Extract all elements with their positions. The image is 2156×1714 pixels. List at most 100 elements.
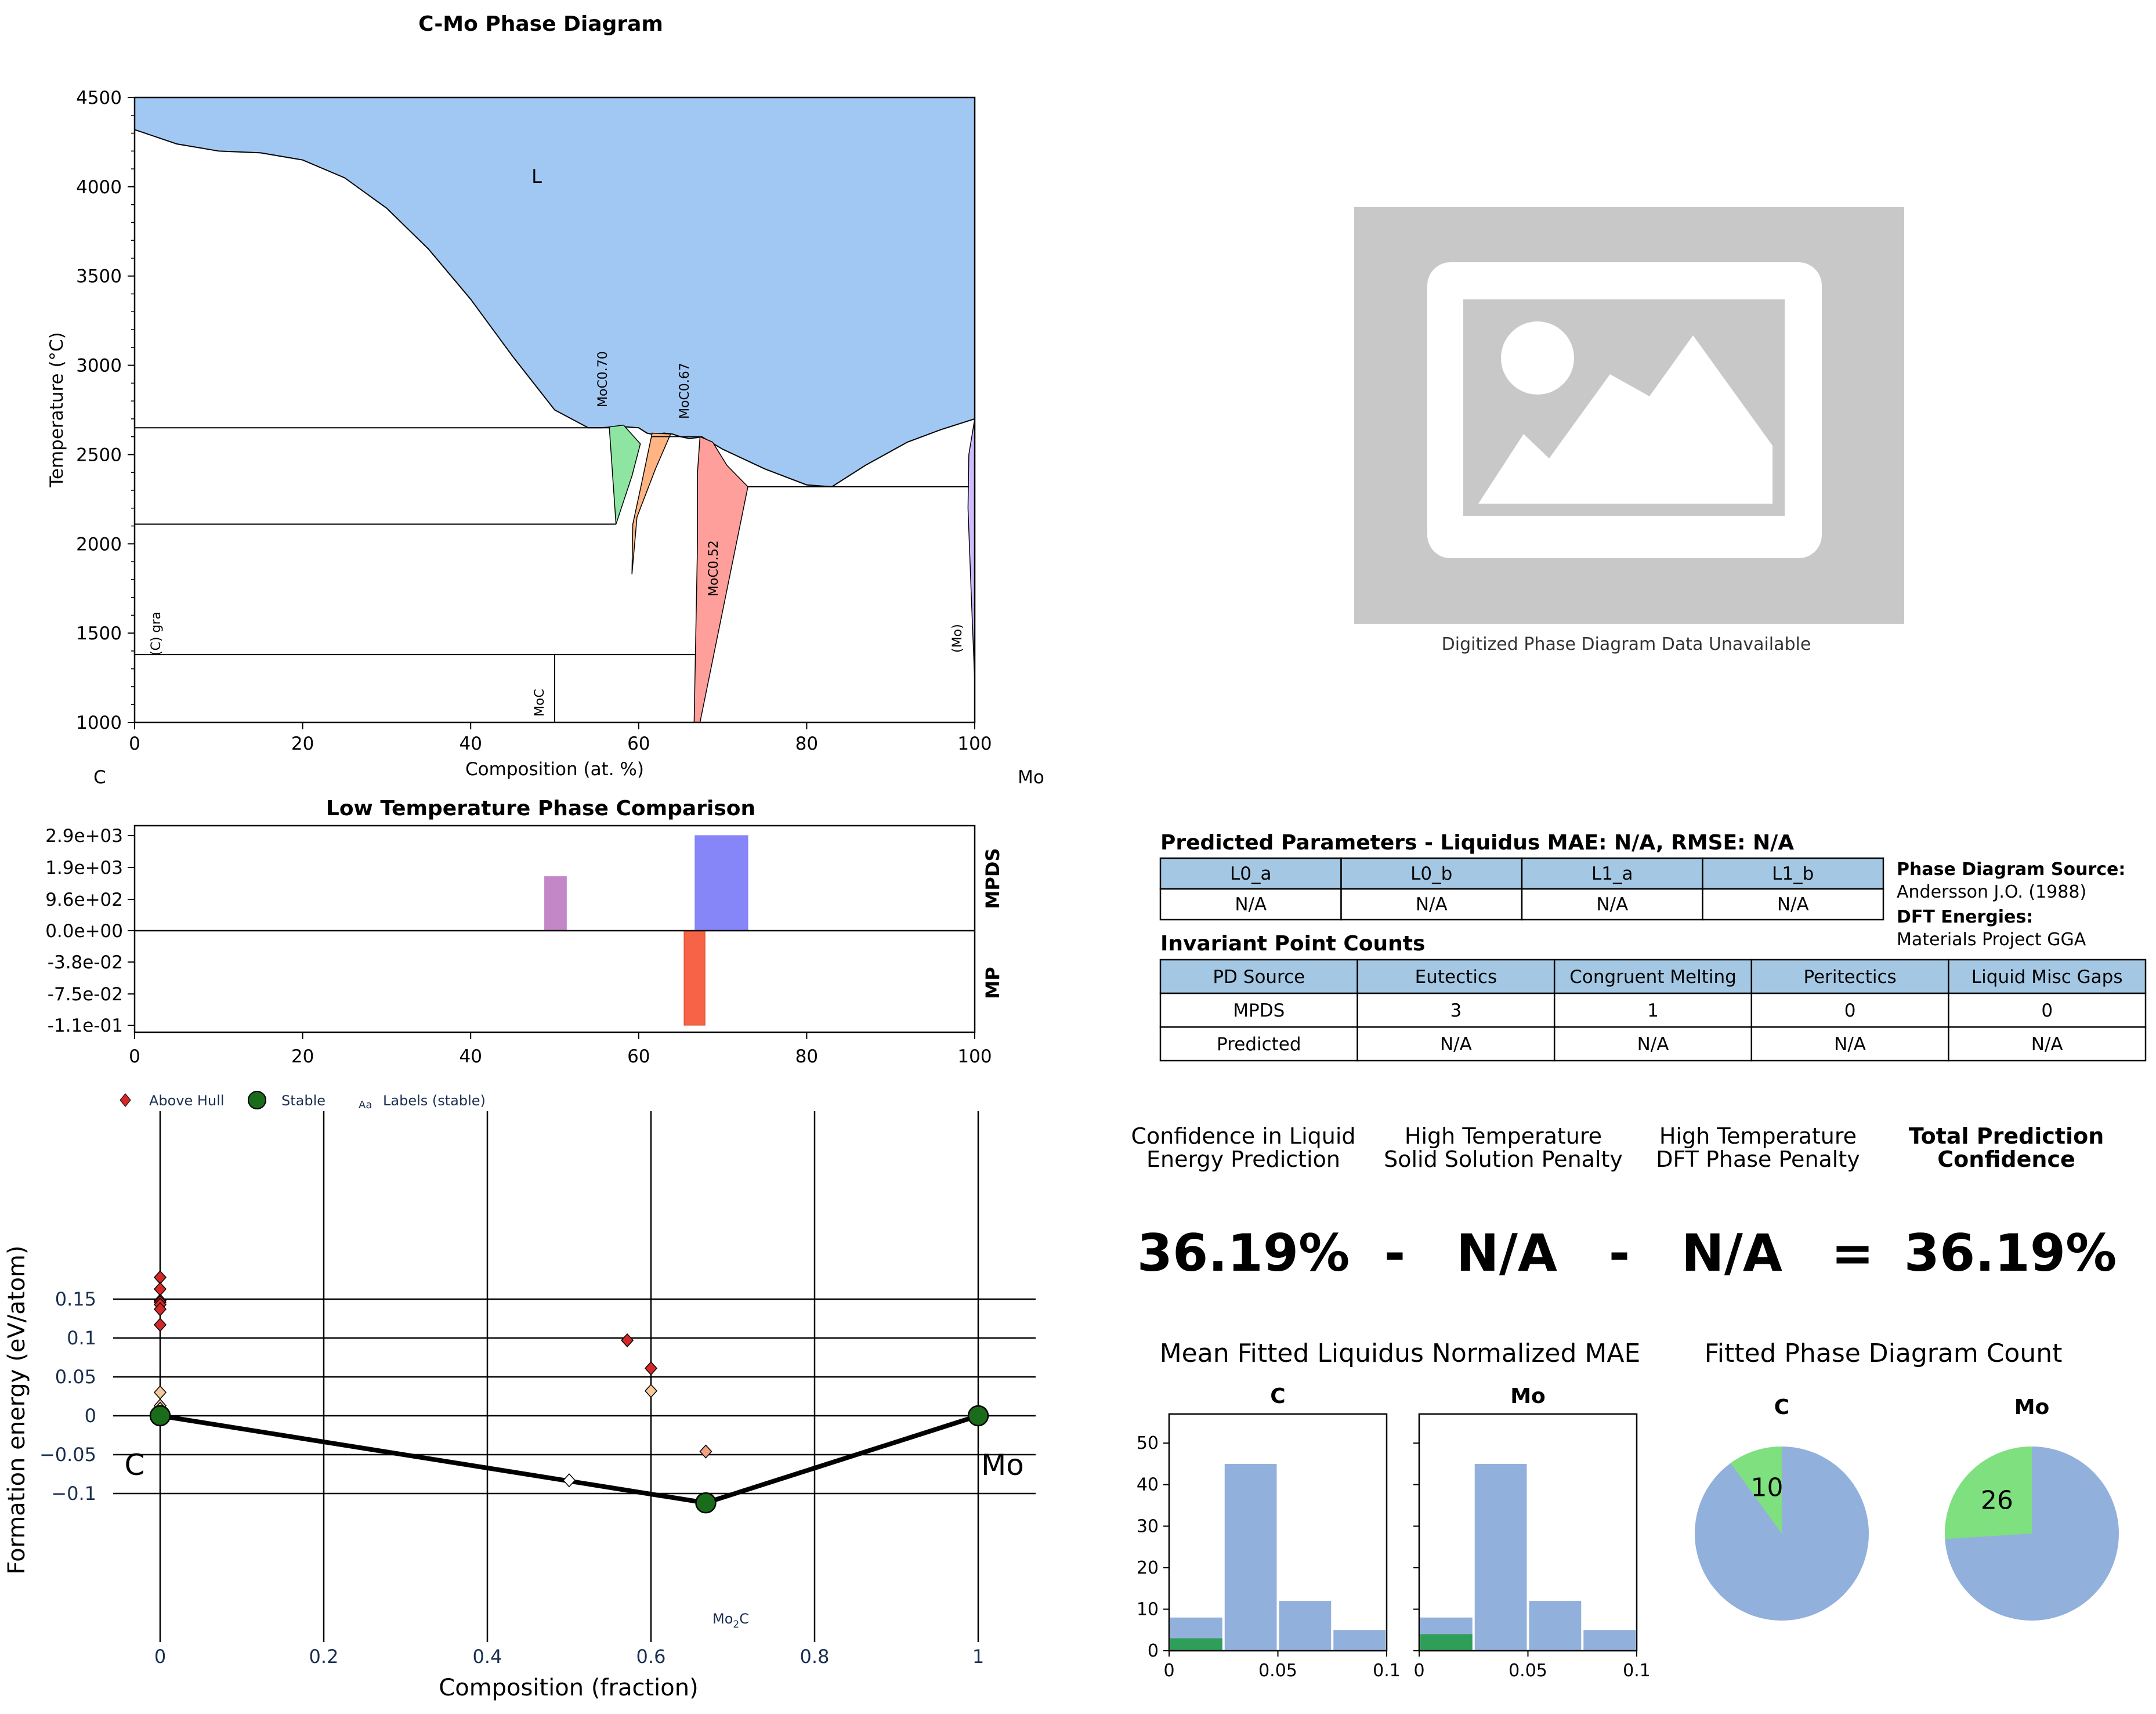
hull-lines xyxy=(160,1413,979,1506)
invariants-header-cell xyxy=(1948,959,2147,995)
x-tick-label: 40 xyxy=(459,1046,482,1067)
legend-stable-label: Stable xyxy=(281,1093,325,1109)
params-title: Predicted Parameters - Liquidus MAE: N/A… xyxy=(1160,831,1794,855)
y-tick-label: 1000 xyxy=(76,713,122,733)
hist-x-tick-label: 0.05 xyxy=(1509,1661,1547,1681)
invariants-cell xyxy=(1356,1026,1555,1062)
hist-subtitle: Mo xyxy=(1510,1384,1546,1408)
stable-label-mo: Mo xyxy=(981,1448,1024,1482)
above-hull-point xyxy=(153,1318,167,1332)
hist-bar xyxy=(1333,1630,1386,1651)
mo-solid-solution-region xyxy=(967,418,975,682)
conf-h4a: Total Prediction xyxy=(1909,1123,2104,1149)
conf-value-4: 36.19% xyxy=(1904,1223,2117,1283)
params-header-text: L1_a xyxy=(1591,863,1633,884)
params-header-cell xyxy=(1159,857,1342,890)
params-value-cell xyxy=(1702,888,1884,921)
conf-op-2: - xyxy=(1609,1223,1630,1283)
hull-grid xyxy=(113,1111,1036,1642)
x-tick-label: 60 xyxy=(627,1046,650,1067)
conf-h1b: Energy Prediction xyxy=(1146,1147,1340,1172)
convex-hull-line xyxy=(160,1413,979,1506)
above-hull-point xyxy=(644,1361,658,1376)
y-tick-label: 4500 xyxy=(76,88,122,109)
hist-x-tick-label: 0.1 xyxy=(1623,1661,1651,1681)
above-hull-point xyxy=(644,1384,658,1398)
phase-diagram: C-Mo Phase Diagram 0 20 40 60 80 100 1000 1500 2… xyxy=(46,12,1044,788)
x-tick-label: 0 xyxy=(154,1646,166,1668)
subscript-rest: C xyxy=(739,1611,749,1627)
stable-label-c: C xyxy=(125,1448,145,1482)
stable-label-mo2c: Mo2C xyxy=(712,1611,749,1630)
y-tick-label: −0.05 xyxy=(39,1444,96,1466)
y-tick-label: 1.9e+03 xyxy=(45,858,123,878)
pd-source-label: Phase Diagram Source: xyxy=(1897,859,2125,880)
mpds-bar xyxy=(544,876,567,931)
low-temp-title: Low Temperature Phase Comparison xyxy=(326,797,755,820)
conf-h3a: High Temperature xyxy=(1659,1123,1857,1149)
hist-x-tick-label: 0 xyxy=(1413,1661,1424,1681)
hist-x-tick-label: 0.1 xyxy=(1373,1661,1401,1681)
invariants-cell-text: 0 xyxy=(2041,1000,2053,1021)
legend-labels-label: Labels (stable) xyxy=(383,1093,486,1109)
phase-diagram-ylabel: Temperature (°C) xyxy=(46,332,67,488)
phase-diagram-frame xyxy=(133,96,976,724)
conf-h2b: Solid Solution Penalty xyxy=(1384,1147,1623,1172)
y-tick-label: 0.1 xyxy=(67,1327,96,1349)
pie-value-label: 26 xyxy=(1981,1486,2013,1516)
invariants-cell xyxy=(1948,992,2147,1028)
low-temp-comparison: Low Temperature Phase Comparison 0 20 40 60… xyxy=(45,797,1004,1067)
y-tick-label: 9.6e+02 xyxy=(45,889,123,910)
y-tick-label: 2000 xyxy=(76,534,122,555)
hist-x-tick-label: 0 xyxy=(1163,1661,1174,1681)
conf-op-1: - xyxy=(1384,1223,1406,1283)
above-hull-point xyxy=(153,1270,167,1285)
params-value-text: N/A xyxy=(1235,894,1267,915)
hist-bar xyxy=(1279,1601,1332,1651)
hist-bar xyxy=(1583,1630,1636,1651)
invariants-cell-text: 3 xyxy=(1450,1000,1462,1021)
invariants-header-text: Congruent Melting xyxy=(1569,967,1737,988)
invariants-cell-text: Predicted xyxy=(1217,1034,1301,1055)
hull-plot: C Mo Mo2C 0 0.2 0.4 0.6 0.8 1 0.15 0.1 0.05 0 −0.05 −… xyxy=(3,1091,1036,1701)
dft-source-value: Materials Project GGA xyxy=(1897,930,2086,950)
y-tick-label: -1.1e-01 xyxy=(48,1015,123,1036)
moc-label: MoC xyxy=(533,689,547,717)
y-tick-label: -7.5e-02 xyxy=(48,984,123,1005)
params-header-text: L1_b xyxy=(1772,863,1814,884)
x-tick-label: 100 xyxy=(957,733,992,754)
invariants-cell-text: MPDS xyxy=(1233,1000,1285,1021)
x-tick-label: 0.2 xyxy=(309,1646,339,1668)
invariants-cell xyxy=(1159,992,1358,1028)
phase-diagram-title: C-Mo Phase Diagram xyxy=(418,12,663,36)
invariants-header-text: Peritectics xyxy=(1803,967,1896,988)
hist-frame xyxy=(1168,1413,1388,1652)
legend-stable-marker xyxy=(248,1091,266,1109)
hist-y-tick-label: 0 xyxy=(1148,1641,1159,1661)
hist-y-tick-label: 50 xyxy=(1137,1433,1159,1453)
x-tick-label: 20 xyxy=(291,1046,314,1067)
x-tick-label: 0.6 xyxy=(636,1646,666,1668)
x-tick-label: 0 xyxy=(129,733,140,754)
conf-op-3: = xyxy=(1831,1223,1874,1283)
y-tick-label: -3.8e-02 xyxy=(48,952,123,973)
phase-diagram-xlabel: Composition (at. %) xyxy=(465,759,644,780)
y-tick-label: 0.05 xyxy=(55,1366,96,1388)
pie-value-label: 10 xyxy=(1751,1473,1784,1503)
params-header-text: L0_b xyxy=(1410,863,1452,884)
conf-h1a: Confidence in Liquid xyxy=(1131,1123,1355,1149)
params-header-cell xyxy=(1340,857,1523,890)
y-tick-label: 0.0e+00 xyxy=(45,921,123,942)
x-tick-label: 0.4 xyxy=(473,1646,502,1668)
hist-y-tick-label: 40 xyxy=(1137,1475,1159,1495)
hist-subtitle: C xyxy=(1270,1384,1285,1408)
pie-highlight-slice xyxy=(1730,1447,1782,1534)
invariants-cell xyxy=(1553,992,1753,1028)
placeholder-image: Digitized Phase Diagram Data Unavailable xyxy=(1354,207,1904,654)
x-tick-label: 80 xyxy=(795,1046,818,1067)
placeholder-mountain-icon xyxy=(1478,335,1772,504)
mae-title: Mean Fitted Liquidus Normalized MAE xyxy=(1160,1339,1641,1368)
hull-points: C Mo Mo2C xyxy=(125,1270,1024,1630)
moc070-region xyxy=(609,424,641,525)
